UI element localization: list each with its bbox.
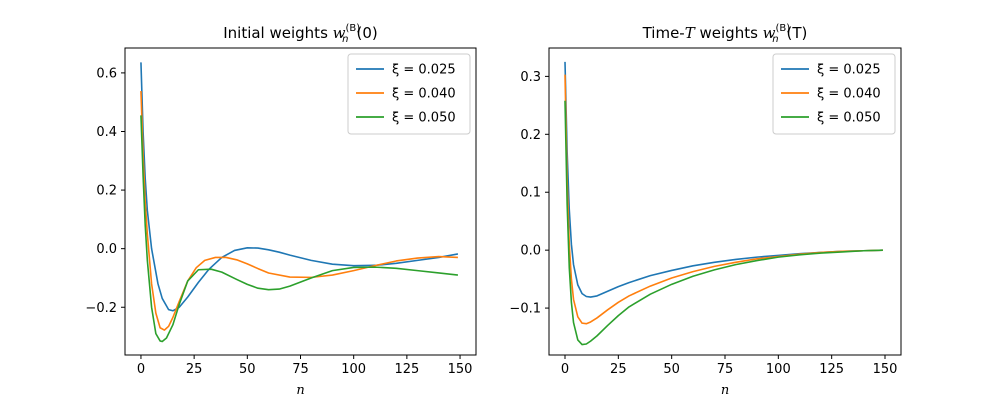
- legend-entry-label: ξ = 0.040: [392, 87, 456, 102]
- y-tick-label: 0.2: [96, 184, 117, 199]
- legend-entry-label: ξ = 0.050: [817, 111, 881, 126]
- legend-frame: [347, 53, 471, 135]
- x-tick-label: 75: [292, 362, 309, 377]
- chart-panel-2: Time-T weights w(B) n (T) 0 25 50 75 100 125 150 −…: [509, 23, 902, 398]
- x-tick-label: 0: [561, 362, 569, 377]
- y-tick-label: 0.2: [520, 128, 541, 143]
- x-tick-label: 100: [766, 362, 791, 377]
- x-tick-label: 25: [610, 362, 627, 377]
- legend-frame: [772, 53, 896, 135]
- x-axis-label: n: [296, 383, 304, 398]
- series-line-2: [140, 91, 458, 331]
- y-tick-label: −0.2: [85, 301, 117, 316]
- y-tick-label: 0.6: [96, 66, 117, 81]
- x-tick-label: 125: [819, 362, 844, 377]
- y-tick-label: 0.0: [96, 242, 117, 257]
- chart-title: Time-T weights w(B) n (T): [642, 23, 808, 45]
- x-tick-label: 0: [137, 362, 145, 377]
- y-tick-label: 0.0: [520, 244, 541, 259]
- y-tick-label: 0.4: [96, 125, 117, 140]
- chart-panel-1: Initial weights w(B) n (0) 0 25 50 75 100 125 150…: [85, 23, 477, 398]
- series-line-3: [564, 100, 883, 346]
- x-axis-label: n: [721, 383, 729, 398]
- x-tick-label: 125: [394, 362, 419, 377]
- x-tick-label: 150: [873, 362, 898, 377]
- y-tick-label: 0.3: [520, 70, 541, 85]
- legend: ξ = 0.025 ξ = 0.040 ξ = 0.050: [347, 53, 471, 135]
- chart-title: Initial weights w(B) n (0): [223, 23, 378, 45]
- x-tick-label: 100: [341, 362, 366, 377]
- y-tick-label: 0.1: [520, 186, 541, 201]
- series-line-3: [140, 115, 459, 343]
- x-tick-label: 150: [448, 362, 473, 377]
- legend-entry-label: ξ = 0.025: [817, 63, 881, 78]
- legend-entry-label: ξ = 0.050: [392, 111, 456, 126]
- x-tick-label: 50: [239, 362, 256, 377]
- x-tick-label: 50: [663, 362, 680, 377]
- legend: ξ = 0.025 ξ = 0.040 ξ = 0.050: [772, 53, 896, 135]
- legend-entry-label: ξ = 0.025: [392, 63, 456, 78]
- legend-entry-label: ξ = 0.040: [817, 87, 881, 102]
- x-tick-label: 25: [186, 362, 203, 377]
- x-tick-label: 75: [717, 362, 734, 377]
- series-line-1: [140, 62, 459, 312]
- y-tick-label: −0.1: [509, 302, 541, 317]
